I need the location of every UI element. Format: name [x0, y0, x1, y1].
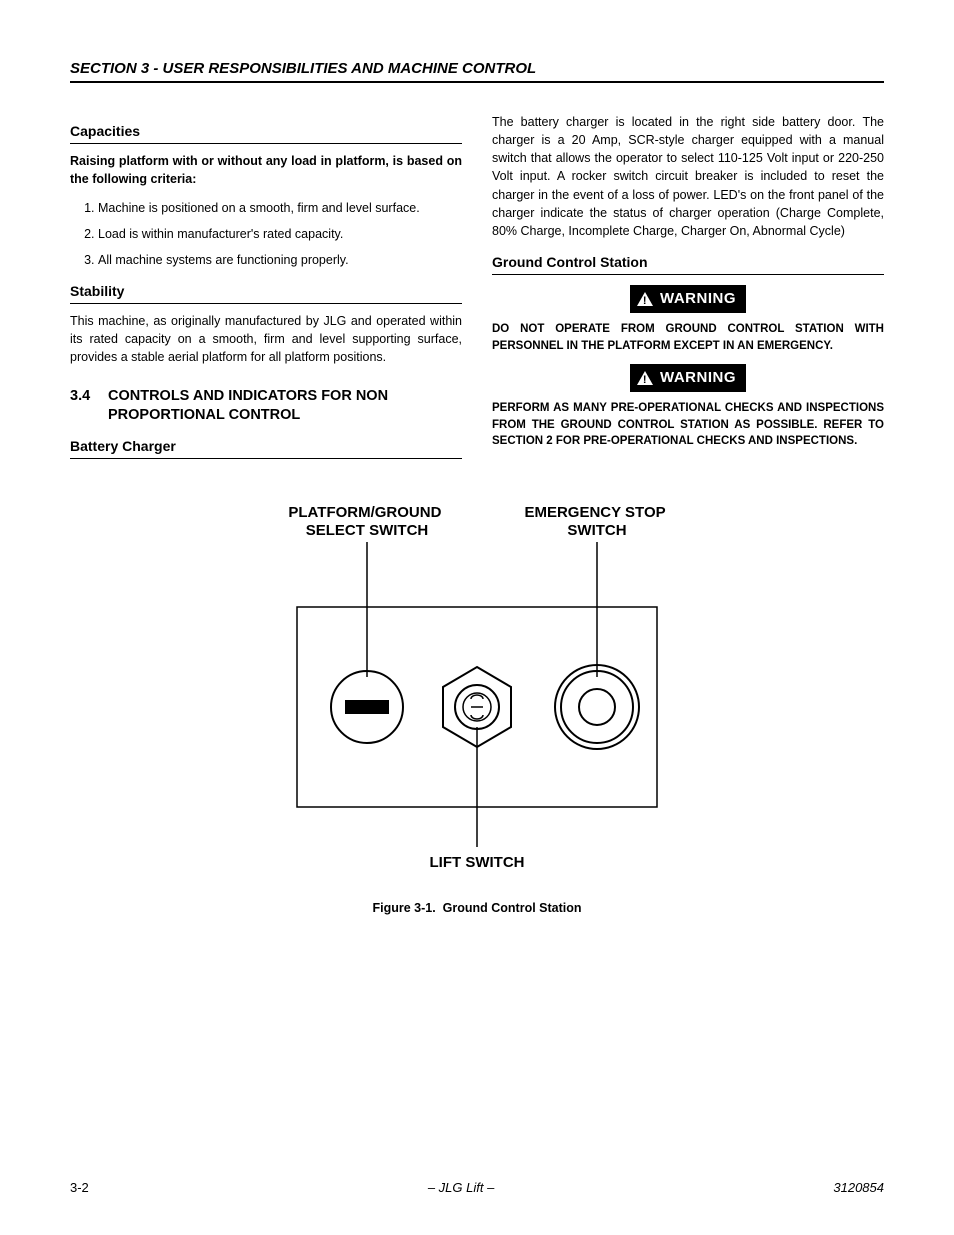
- svg-text:!: !: [643, 374, 647, 386]
- right-column: The battery charger is located in the ri…: [492, 113, 884, 467]
- warning-badge-2: ! WARNING: [492, 364, 884, 392]
- two-column-layout: Capacities Raising platform with or with…: [70, 113, 884, 467]
- stability-heading: Stability: [70, 281, 462, 304]
- page-footer: 3-2 – JLG Lift – 3120854: [70, 1180, 884, 1195]
- svg-text:!: !: [643, 295, 647, 307]
- section-title: CONTROLS AND INDICATORS FOR NON PROPORTI…: [108, 387, 462, 426]
- capacities-heading: Capacities: [70, 121, 462, 144]
- list-item: Load is within manufacturer's rated capa…: [98, 225, 462, 243]
- footer-doc-number: 3120854: [833, 1180, 884, 1195]
- left-column: Capacities Raising platform with or with…: [70, 113, 462, 467]
- label-emergency-stop: EMERGENCY STOP SWITCH: [524, 504, 669, 539]
- figure-3-1: PLATFORM/GROUND SELECT SWITCH EMERGENCY …: [70, 487, 884, 915]
- section-number: 3.4: [70, 387, 108, 426]
- capacities-intro: Raising platform with or without any loa…: [70, 152, 462, 188]
- list-item: Machine is positioned on a smooth, firm …: [98, 199, 462, 217]
- label-platform-ground: PLATFORM/GROUND SELECT SWITCH: [288, 504, 445, 539]
- label-lift-switch: LIFT SWITCH: [430, 854, 525, 871]
- warning-label: WARNING: [660, 288, 736, 310]
- warning-triangle-icon: !: [636, 370, 654, 386]
- section-3-4-heading: 3.4 CONTROLS AND INDICATORS FOR NON PROP…: [70, 387, 462, 426]
- ground-control-heading: Ground Control Station: [492, 252, 884, 275]
- warning-label: WARNING: [660, 367, 736, 389]
- warning-text-2: PERFORM AS MANY PRE-OPERATIONAL CHECKS A…: [492, 400, 884, 450]
- stability-para: This machine, as originally manufactured…: [70, 312, 462, 366]
- battery-charger-para: The battery charger is located in the ri…: [492, 113, 884, 240]
- warning-badge-1: ! WARNING: [492, 285, 884, 313]
- ground-control-diagram: PLATFORM/GROUND SELECT SWITCH EMERGENCY …: [227, 487, 727, 887]
- figure-caption: Figure 3-1. Ground Control Station: [372, 901, 581, 915]
- warning-triangle-icon: !: [636, 291, 654, 307]
- list-item: All machine systems are functioning prop…: [98, 251, 462, 269]
- footer-page-number: 3-2: [70, 1180, 89, 1195]
- battery-charger-heading: Battery Charger: [70, 436, 462, 459]
- page-header: SECTION 3 - USER RESPONSIBILITIES AND MA…: [70, 60, 884, 83]
- warning-text-1: DO NOT OPERATE FROM GROUND CONTROL STATI…: [492, 321, 884, 354]
- capacities-list: Machine is positioned on a smooth, firm …: [70, 199, 462, 269]
- footer-center: – JLG Lift –: [428, 1180, 494, 1195]
